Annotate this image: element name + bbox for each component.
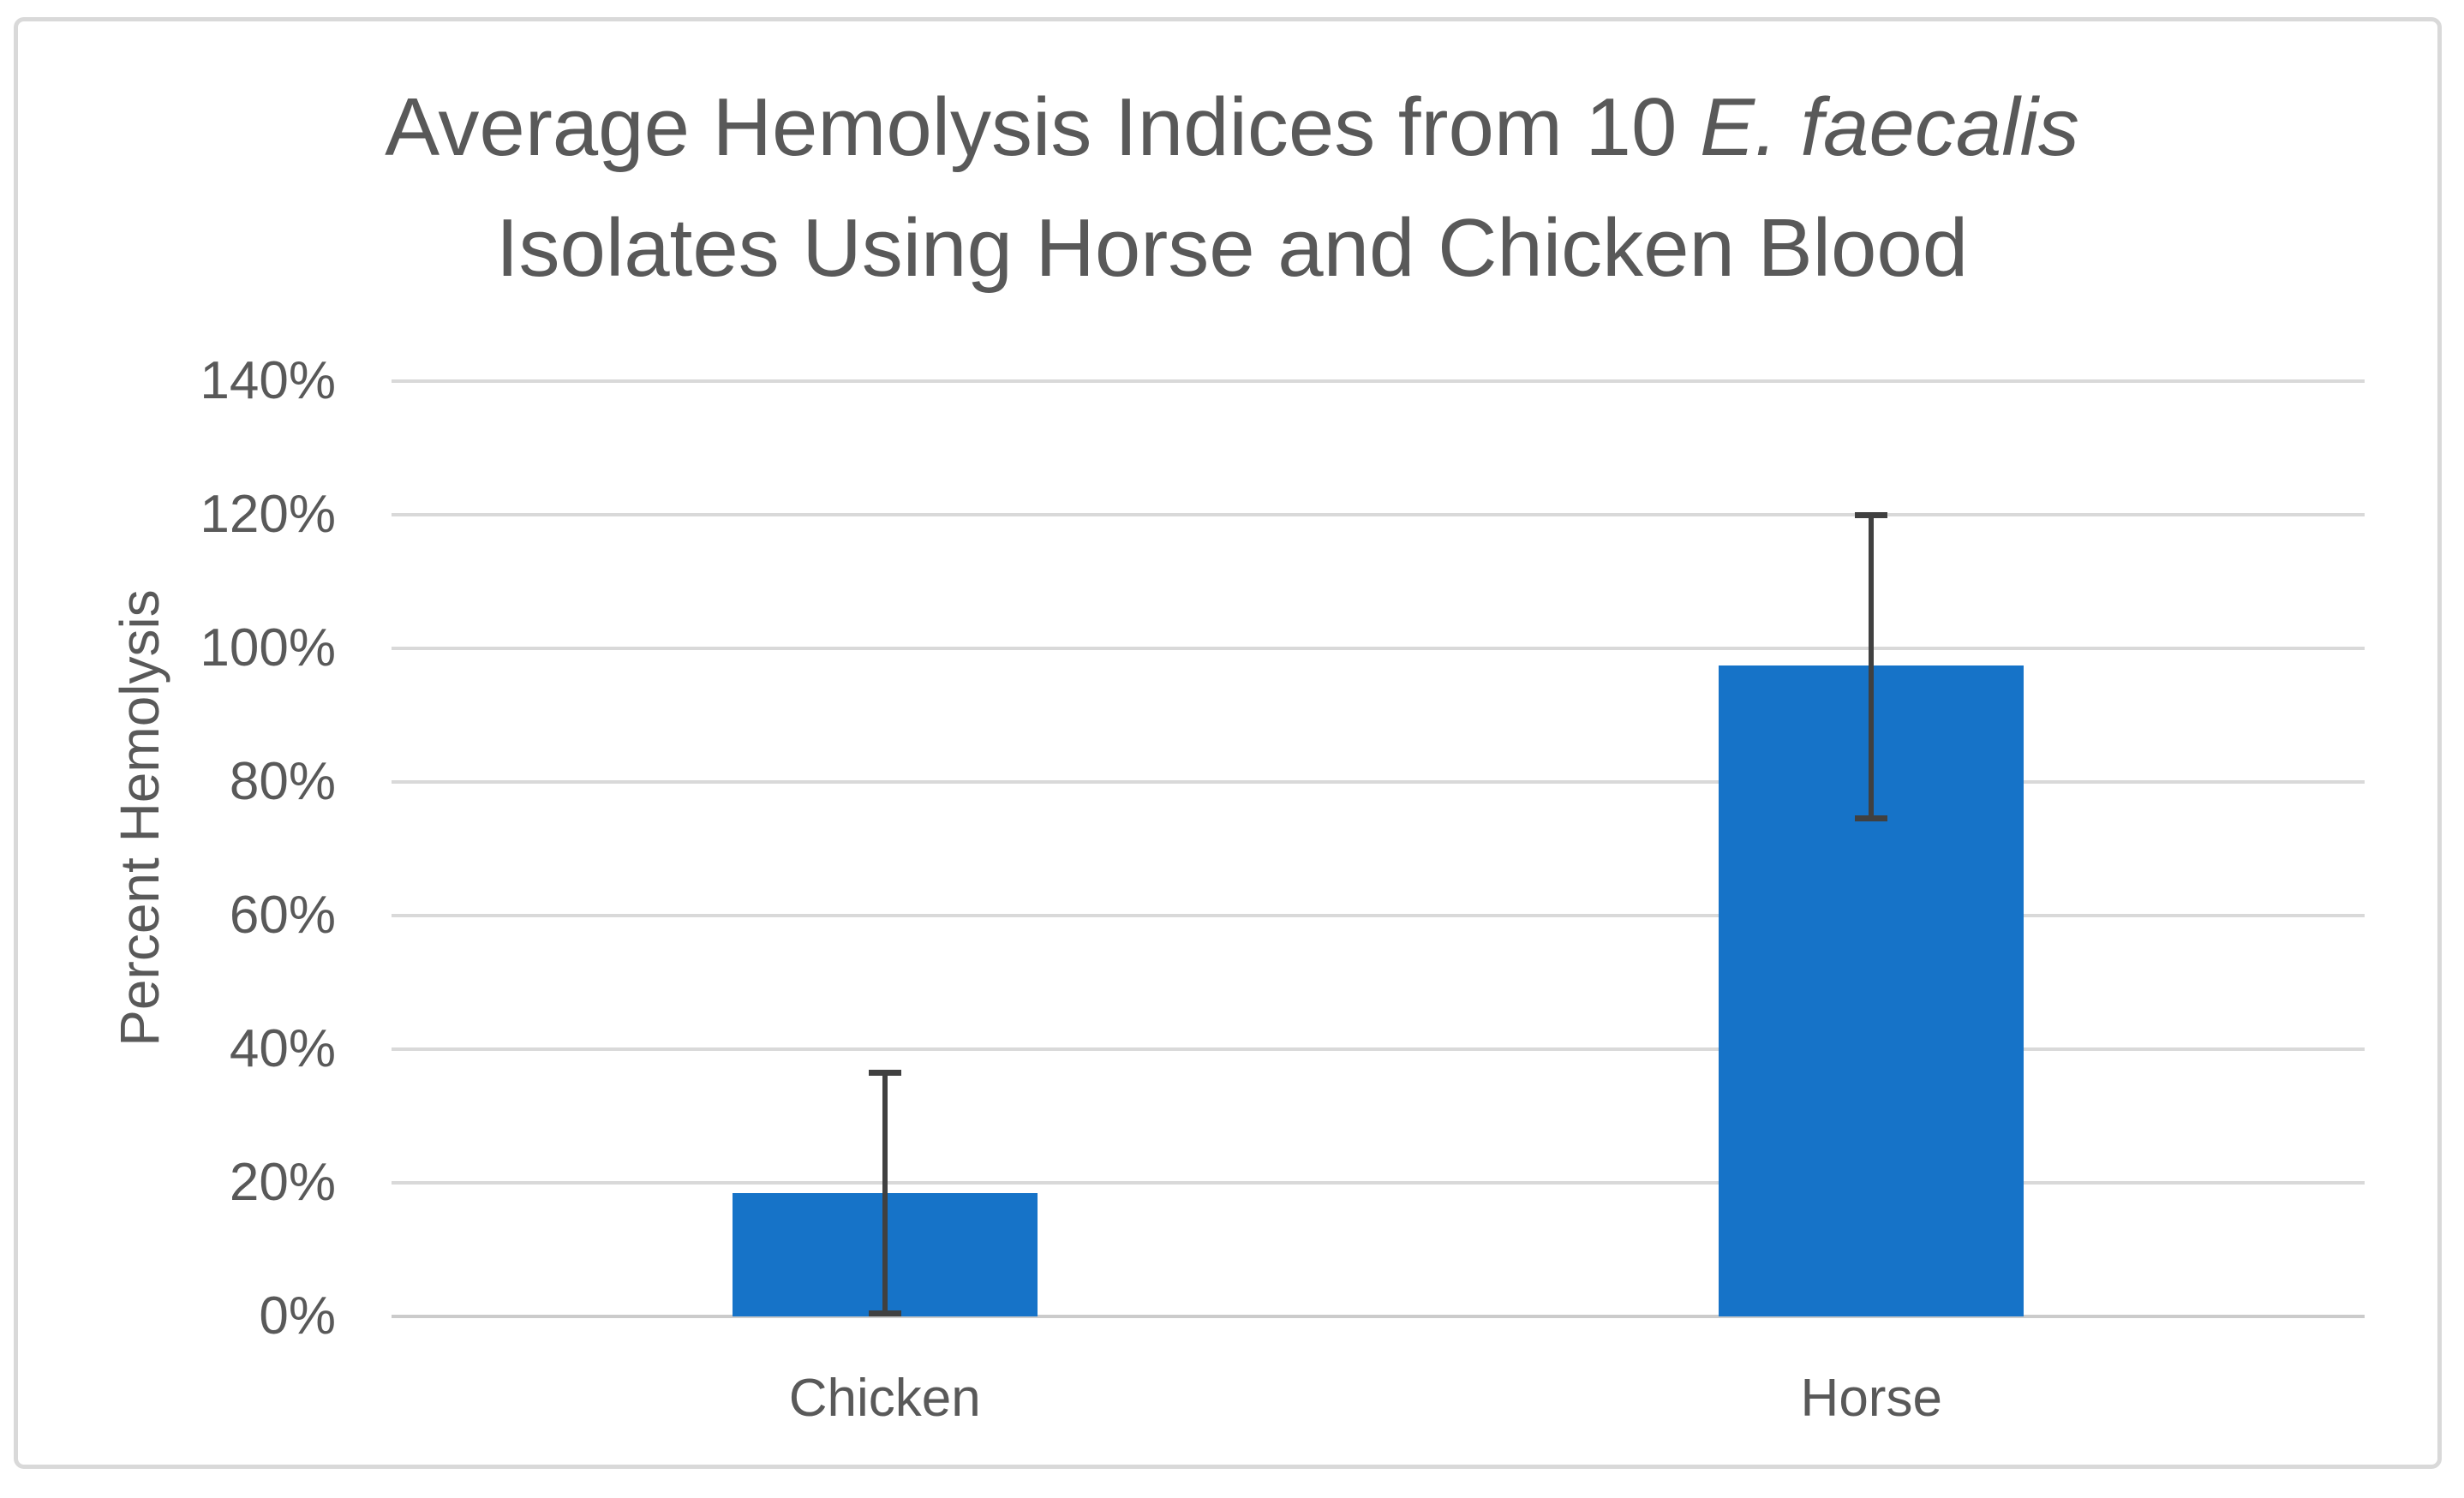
chart-title-line1-text: Average Hemolysis Indices from 10 [385, 81, 1700, 173]
y-tick-label: 0% [259, 1286, 336, 1346]
chart-title-line1: Average Hemolysis Indices from 10 E. fae… [385, 81, 2079, 173]
gridline [392, 780, 2365, 784]
gridline [392, 1181, 2365, 1185]
y-tick-label: 20% [229, 1153, 336, 1212]
y-tick-label: 60% [229, 886, 336, 945]
error-bar-line-chicken [882, 1072, 888, 1314]
gridline [392, 914, 2365, 917]
x-axis-line [392, 1315, 2365, 1318]
gridline [392, 513, 2365, 516]
chart-title-line2: Isolates Using Horse and Chicken Blood [495, 202, 1969, 294]
gridline [392, 1047, 2365, 1051]
y-tick-label: 120% [200, 485, 336, 544]
error-bar-bottom-cap-chicken [868, 1310, 901, 1316]
error-bar-bottom-cap-horse [1855, 815, 1888, 822]
gridline [392, 647, 2365, 650]
y-tick-label: 140% [200, 351, 336, 410]
y-tick-label: 40% [229, 1019, 336, 1078]
error-bar-line-horse [1869, 515, 1875, 819]
x-category-label-horse: Horse [1800, 1369, 1942, 1428]
y-tick-label: 80% [229, 752, 336, 811]
chart-title-line1-italic: E. faecalis [1700, 81, 2079, 173]
y-tick-label: 100% [200, 618, 336, 677]
error-bar-top-cap-chicken [868, 1069, 901, 1076]
x-category-label-chicken: Chicken [788, 1369, 981, 1428]
chart-frame [14, 17, 2442, 1469]
gridline [392, 379, 2365, 383]
chart-title: Average Hemolysis Indices from 10 E. fae… [0, 67, 2464, 308]
error-bar-top-cap-horse [1855, 511, 1888, 518]
